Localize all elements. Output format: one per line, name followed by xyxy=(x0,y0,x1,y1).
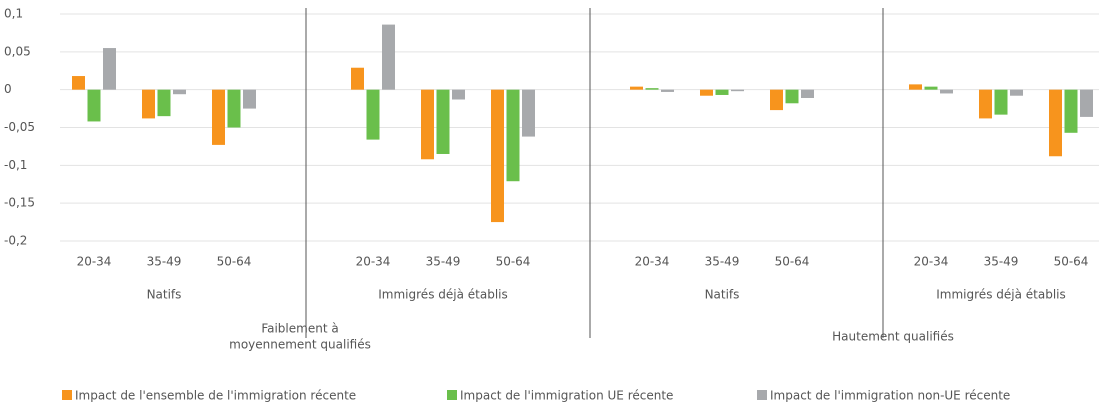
y-tick-label: -0,2 xyxy=(4,234,27,248)
group-label: Immigrés déjà établis xyxy=(936,288,1065,302)
bar xyxy=(227,89,241,128)
x-tick-label: 35-49 xyxy=(705,255,740,269)
bar xyxy=(1010,89,1023,96)
x-tick-label: 20-34 xyxy=(356,255,391,269)
bar xyxy=(212,89,225,145)
x-tick-label: 20-34 xyxy=(635,255,670,269)
x-tick-label: 20-34 xyxy=(914,255,949,269)
bar xyxy=(770,89,783,111)
bar xyxy=(1064,89,1078,133)
bar xyxy=(421,89,434,160)
bar xyxy=(1080,89,1093,117)
bar xyxy=(87,89,101,122)
bar xyxy=(72,76,85,90)
y-tick-label: -0,1 xyxy=(4,158,27,172)
bar xyxy=(157,89,171,117)
bar xyxy=(630,86,643,90)
bar xyxy=(382,24,395,90)
y-tick-label: 0,05 xyxy=(4,44,31,58)
legend-swatch xyxy=(62,390,72,400)
x-tick-label: 35-49 xyxy=(147,255,182,269)
bar xyxy=(715,89,729,95)
bar xyxy=(940,89,953,94)
x-tick-label: 35-49 xyxy=(426,255,461,269)
x-tick-label: 50-64 xyxy=(775,255,810,269)
y-tick-label: -0,05 xyxy=(4,120,35,134)
bar xyxy=(785,89,799,104)
x-tick-label: 20-34 xyxy=(77,255,112,269)
bar xyxy=(173,89,186,95)
bar xyxy=(661,89,674,92)
bar xyxy=(142,89,155,119)
group-label: Natifs xyxy=(147,288,182,302)
bar xyxy=(1049,89,1062,157)
supergroup-label: Faiblement à xyxy=(261,322,338,336)
bar xyxy=(731,89,744,92)
bar xyxy=(506,89,520,182)
bar xyxy=(103,48,116,90)
bar xyxy=(522,89,535,137)
y-tick-label: -0,15 xyxy=(4,196,35,210)
legend-label: Impact de l'immigration UE récente xyxy=(460,389,673,403)
x-tick-label: 50-64 xyxy=(217,255,252,269)
bar xyxy=(243,89,256,109)
y-tick-label: 0,1 xyxy=(4,7,23,21)
bar xyxy=(909,84,922,90)
bar xyxy=(366,89,380,140)
legend-swatch xyxy=(757,390,767,400)
bar xyxy=(994,89,1008,115)
bar xyxy=(351,67,364,90)
bar xyxy=(491,89,504,223)
supergroup-label: Hautement qualifiés xyxy=(832,330,954,344)
bar xyxy=(645,88,659,90)
legend-label: Impact de l'ensemble de l'immigration ré… xyxy=(75,389,356,403)
bar xyxy=(801,89,814,98)
legend-swatch xyxy=(447,390,457,400)
legend-label: Impact de l'immigration non-UE récente xyxy=(770,389,1010,403)
bar xyxy=(924,86,938,90)
bar xyxy=(700,89,713,96)
supergroup-label: moyennement qualifiés xyxy=(229,338,371,352)
bar xyxy=(436,89,450,154)
group-label: Immigrés déjà établis xyxy=(378,288,507,302)
y-tick-label: 0 xyxy=(4,82,12,96)
group-label: Natifs xyxy=(705,288,740,302)
x-tick-label: 50-64 xyxy=(1054,255,1089,269)
x-tick-label: 35-49 xyxy=(984,255,1019,269)
bar xyxy=(452,89,465,100)
x-tick-label: 50-64 xyxy=(496,255,531,269)
bar xyxy=(979,89,992,119)
